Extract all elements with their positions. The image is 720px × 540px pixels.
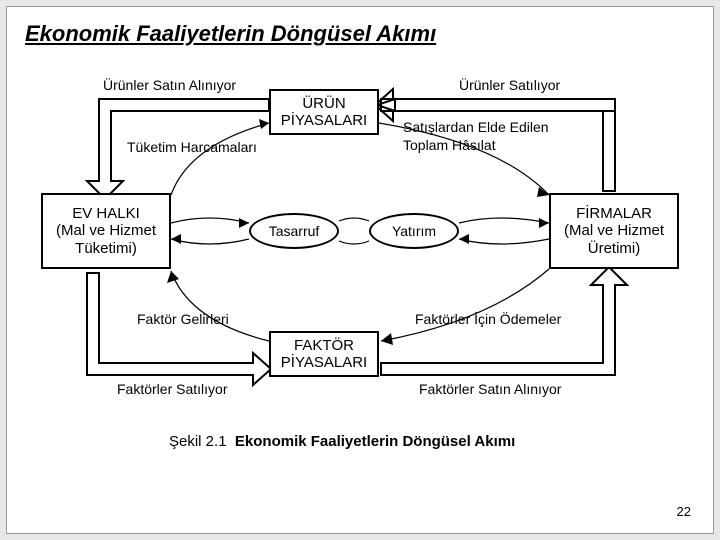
node-yatirim: Yatırım: [369, 213, 459, 249]
node-label: (Mal ve Hizmet: [56, 222, 156, 239]
label-urunler-satiliyor: Ürünler Satılıyor: [459, 77, 560, 93]
caption-text: Ekonomik Faaliyetlerin Döngüsel Akımı: [235, 433, 515, 450]
label-tuketim: Tüketim Harcamaları: [127, 139, 257, 155]
circular-flow-diagram: ÜRÜN PİYASALARI EV HALKI (Mal ve Hizmet …: [29, 63, 689, 483]
label-satislar2: Toplam Hâsılat: [403, 137, 496, 153]
node-label: Yatırım: [392, 223, 436, 239]
caption-prefix: Şekil 2.1: [169, 433, 227, 450]
node-firmalar: FİRMALAR (Mal ve Hizmet Üretimi): [549, 193, 679, 269]
label-faktorler-satin: Faktörler Satın Alınıyor: [419, 381, 561, 397]
node-tasarruf: Tasarruf: [249, 213, 339, 249]
label-faktorler-satiliyor: Faktörler Satılıyor: [117, 381, 227, 397]
node-label: ÜRÜN: [302, 95, 345, 112]
node-label: Tasarruf: [269, 223, 320, 239]
figure-caption: Şekil 2.1 Ekonomik Faaliyetlerin Döngüse…: [169, 433, 515, 450]
node-label: Tüketimi): [75, 240, 137, 257]
node-label: PİYASALARI: [281, 112, 367, 129]
node-urun-piyasalari: ÜRÜN PİYASALARI: [269, 89, 379, 135]
page-title: Ekonomik Faaliyetlerin Döngüsel Akımı: [25, 21, 436, 47]
label-faktor-odemeler: Faktörler İçin Ödemeler: [415, 311, 561, 327]
node-label: (Mal ve Hizmet: [564, 222, 664, 239]
node-ev-halki: EV HALKI (Mal ve Hizmet Tüketimi): [41, 193, 171, 269]
page-number: 22: [677, 504, 691, 519]
node-label: PİYASALARI: [281, 354, 367, 371]
node-label: Üretimi): [588, 240, 641, 257]
node-label: EV HALKI: [72, 205, 140, 222]
label-satislar1: Satışlardan Elde Edilen: [403, 119, 549, 135]
label-urunler-satin: Ürünler Satın Alınıyor: [103, 77, 236, 93]
node-label: FAKTÖR: [294, 337, 354, 354]
node-faktor-piyasalari: FAKTÖR PİYASALARI: [269, 331, 379, 377]
node-label: FİRMALAR: [576, 205, 652, 222]
label-faktor-gelirleri: Faktör Gelirleri: [137, 311, 229, 327]
